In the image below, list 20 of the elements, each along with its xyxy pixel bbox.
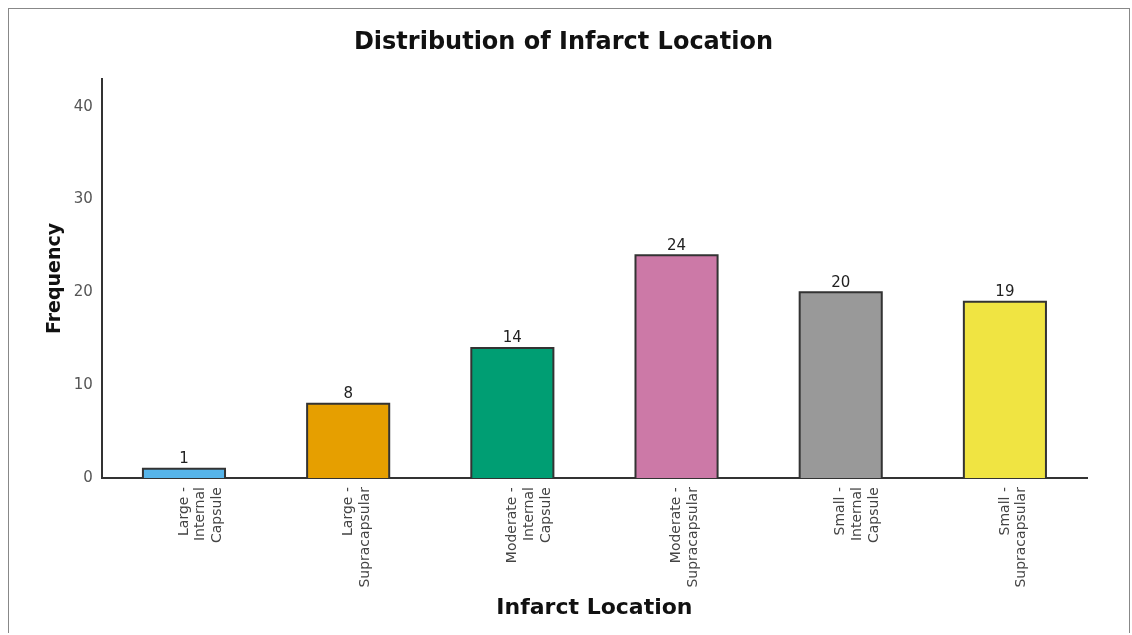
x-tick-label: Small - Supracapsular: [995, 486, 1029, 588]
y-axis-title: Frequency: [42, 222, 65, 335]
x-tick-label: Moderate - Internal Capsule: [502, 487, 553, 564]
y-tick-label: 30: [73, 189, 93, 208]
data-label: 24: [666, 235, 687, 254]
y-tick-label: 10: [73, 375, 93, 394]
x-axis-title: Infarct Location: [496, 593, 693, 619]
x-tick-label: Moderate - Supracapsular: [667, 486, 700, 588]
data-label: 8: [343, 384, 353, 403]
y-tick-label: 40: [73, 96, 93, 115]
data-label: 19: [995, 282, 1015, 301]
chart-title: Distribution of Infarct Location: [353, 26, 774, 55]
data-label: 20: [831, 272, 851, 291]
x-tick-label: Large - Supracapsular: [338, 486, 372, 588]
x-tick-label: Small - Internal Capsule: [831, 487, 881, 543]
x-tick-label: Large - Internal Capsule: [174, 487, 225, 543]
data-label: 14: [502, 328, 522, 347]
data-label: 1: [179, 449, 189, 468]
y-tick-label: 0: [83, 467, 93, 486]
y-tick-label: 20: [73, 282, 93, 301]
